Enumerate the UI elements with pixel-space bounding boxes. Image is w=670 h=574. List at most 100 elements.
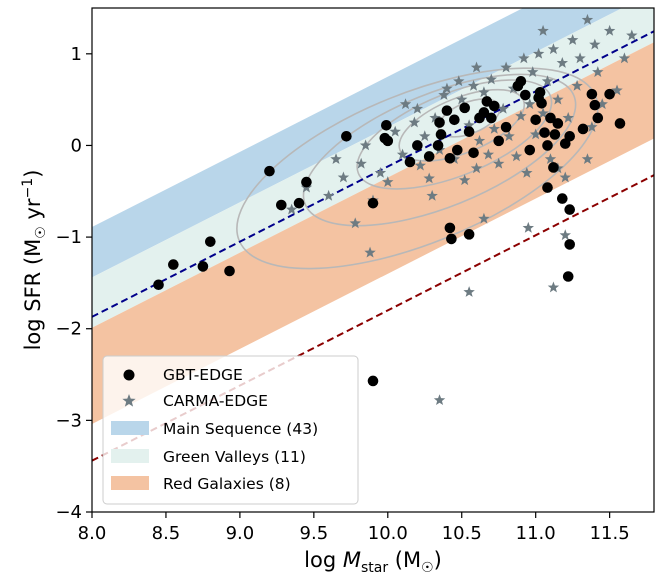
y-tick-label: 1 xyxy=(71,44,82,65)
gbt-edge-point xyxy=(604,88,615,100)
gbt-edge-point xyxy=(542,182,553,193)
legend-carma-edge-marker xyxy=(122,394,136,407)
gbt-edge-point xyxy=(486,112,497,124)
carma-edge-point xyxy=(322,189,335,201)
gbt-edge-point xyxy=(478,107,490,118)
gbt-edge-point xyxy=(264,165,275,177)
carma-edge-point xyxy=(399,98,412,110)
gbt-edge-point xyxy=(493,135,505,147)
gbt-edge-point xyxy=(293,197,305,209)
gbt-edge-point xyxy=(530,114,541,126)
gbt-edge-point xyxy=(564,204,575,215)
gbt-edge-point xyxy=(435,129,447,140)
carma-edge-point xyxy=(337,171,350,183)
x-axis-ticks: 8.0 8.5 9.0 9.5 10.0 10.5 11.0 11.5 xyxy=(78,512,630,544)
legend-red-galaxies-label: Red Galaxies (8) xyxy=(163,475,291,493)
gbt-edge-point xyxy=(434,117,445,128)
carma-edge-point xyxy=(521,166,533,178)
x-tick-label: 11.0 xyxy=(516,523,556,544)
gbt-edge-point xyxy=(367,375,379,387)
carma-edge-point xyxy=(429,111,441,123)
gbt-edge-point xyxy=(168,259,179,270)
carma-edge-point xyxy=(463,119,475,131)
gbt-edge-point xyxy=(552,118,564,129)
gbt-edge-point xyxy=(459,102,470,114)
carma-edge-point xyxy=(470,162,483,174)
gbt-edge-point xyxy=(381,119,392,131)
gbt-edge-point xyxy=(557,193,568,204)
carma-edge-point xyxy=(330,153,342,165)
carma-edge-point xyxy=(438,89,450,100)
carma-edge-point xyxy=(456,93,468,105)
carma-edge-point xyxy=(618,52,631,64)
carma-edge-point xyxy=(463,286,475,297)
carma-edge-point xyxy=(524,98,536,110)
legend-gbt-edge-marker xyxy=(123,369,135,381)
carma-edge-point xyxy=(382,176,394,187)
carma-edge-point xyxy=(518,52,530,64)
gbt-edge-point xyxy=(536,98,547,109)
carma-edge-point xyxy=(482,148,495,160)
gbt-edge-point xyxy=(197,261,209,272)
gbt-edge-points xyxy=(153,76,626,387)
carma-edge-point xyxy=(285,203,298,215)
carma-edge-point xyxy=(426,189,438,201)
gbt-edge-point xyxy=(423,151,435,162)
legend-green-valleys-swatch xyxy=(111,449,149,463)
carma-edge-point xyxy=(559,171,571,183)
gbt-edge-point xyxy=(488,100,500,112)
y-axis-label: log SFR (M☉ yr−1) xyxy=(20,170,49,351)
carma-edge-point xyxy=(603,24,616,36)
y-tick-label: −3 xyxy=(55,410,82,431)
carma-edge-point xyxy=(458,174,471,186)
carma-edge-point xyxy=(488,122,500,134)
carma-edge-point xyxy=(411,102,424,114)
carma-edge-point xyxy=(396,148,409,160)
carma-edge-point xyxy=(433,394,446,406)
gbt-edge-point xyxy=(564,239,575,250)
gbt-edge-point xyxy=(549,129,561,140)
y-tick-label: −2 xyxy=(55,319,82,340)
y-axis-ticks: 1 0 −1 −2 −3 −4 xyxy=(55,44,92,523)
gbt-edge-point xyxy=(539,127,550,138)
gbt-edge-point xyxy=(463,126,475,138)
gbt-edge-point xyxy=(562,271,574,282)
legend-carma-edge-label: CARMA-EDGE xyxy=(163,392,268,410)
carma-edge-point xyxy=(478,86,490,98)
gbt-edge-point xyxy=(382,135,394,147)
carma-edge-point xyxy=(586,121,598,132)
gbt-edge-point xyxy=(468,147,479,159)
y-tick-label: 0 xyxy=(71,135,82,156)
carma-edge-point xyxy=(571,79,583,91)
y-tick-label: −1 xyxy=(55,227,82,248)
gbt-edge-point xyxy=(524,144,536,156)
density-contour-2 xyxy=(356,79,553,190)
carma-edge-point xyxy=(473,134,486,146)
carma-edge-point xyxy=(529,128,542,140)
carma-edge-point xyxy=(408,116,421,128)
band-0 xyxy=(92,8,623,278)
gbt-edge-point xyxy=(586,88,598,100)
gbt-edge-point xyxy=(548,162,559,173)
gbt-edge-point xyxy=(444,152,456,164)
gbt-edge-point xyxy=(500,121,512,133)
gbt-edge-point xyxy=(577,123,589,135)
gbt-edge-point xyxy=(412,140,423,151)
gbt-edge-point xyxy=(432,140,444,151)
gbt-edge-point xyxy=(589,99,601,111)
x-tick-label: 8.5 xyxy=(152,523,181,544)
carma-edge-point xyxy=(510,150,523,162)
y-tick-label: −4 xyxy=(55,502,82,523)
carma-edge-point xyxy=(453,75,465,87)
carma-edge-point xyxy=(592,66,604,77)
gbt-edge-point xyxy=(301,176,312,188)
carma-edge-point xyxy=(419,130,431,142)
gbt-edge-point xyxy=(404,156,416,168)
carma-edge-point xyxy=(562,111,574,123)
gbt-edge-point xyxy=(463,229,475,240)
legend-main-sequence-label: Main Sequence (43) xyxy=(163,420,318,438)
x-axis-label: log Mstar (M☉) xyxy=(304,548,442,574)
carma-edge-point xyxy=(478,212,490,224)
gbt-edge-point xyxy=(520,89,531,101)
